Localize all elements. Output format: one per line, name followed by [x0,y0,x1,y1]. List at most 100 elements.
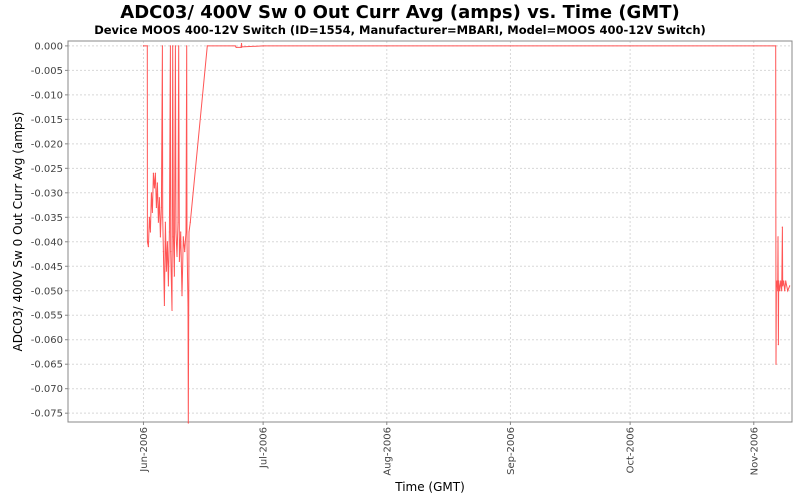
data-point [235,46,237,48]
data-point [142,45,145,47]
data-point [785,280,787,282]
data-point [173,275,175,277]
data-point [164,221,166,223]
data-point [180,231,182,233]
y-tick-label: -0.050 [31,286,63,297]
data-point [778,280,780,282]
data-point [789,285,791,287]
data-point [175,231,177,233]
data-point [169,45,171,47]
y-tick-label: -0.060 [31,335,63,346]
data-point [168,231,170,233]
data-point [157,221,160,223]
data-point [178,260,180,262]
chart-subtitle: Device MOOS 400-12V Switch (ID=1554, Man… [94,23,706,37]
data-point [182,236,184,238]
data-point [775,285,777,287]
data-point [176,255,178,258]
data-point [147,246,150,248]
y-tick-label: -0.030 [31,188,63,199]
data-point [206,45,208,47]
data-point [787,290,789,292]
y-tick-label: -0.020 [31,139,63,150]
data-point [777,236,779,238]
data-point [177,221,179,223]
y-tick-label: -0.055 [31,311,63,322]
data-point [234,45,236,47]
data-point [783,280,785,282]
y-tick-label: -0.075 [31,409,63,420]
y-tick-label: -0.040 [31,237,63,248]
data-point [784,290,786,292]
data-point [240,42,243,45]
data-point [162,250,165,253]
y-tick-label: -0.015 [31,115,63,126]
data-point [150,192,153,194]
y-tick-label: 0.000 [34,41,63,52]
data-point [186,241,188,243]
x-axis-label: Time (GMT) [394,480,465,494]
data-point [782,285,784,287]
data-point [189,221,191,223]
data-point [161,45,164,47]
chart-title: ADC03/ 400V Sw 0 Out Curr Avg (amps) vs.… [120,2,680,23]
data-point [187,422,189,424]
data-point [188,231,190,233]
data-point [779,290,781,292]
data-point [167,285,169,287]
x-tick-label: Sep-2006 [506,427,517,475]
data-point [170,250,172,253]
data-point [781,226,783,228]
y-tick-label: -0.010 [31,90,63,101]
data-point [241,46,243,48]
x-tick-label: Aug-2006 [382,427,393,476]
data-point [186,45,188,47]
plot-border [67,40,793,423]
data-point [187,304,189,307]
data-point [178,45,180,47]
data-point [152,172,155,174]
data-point [776,280,778,282]
data-point [158,197,161,199]
series-line-0 [143,43,791,424]
data-point [185,231,187,233]
y-tick-label: -0.070 [31,384,63,395]
data-point [171,309,173,311]
y-axis-label: ADC03/ 400V Sw 0 Out Curr Avg (amps) [11,112,25,352]
data-point [153,187,156,189]
data-point [165,270,167,272]
y-tick-label: -0.005 [31,66,63,77]
data-point [163,304,166,307]
data-point [775,363,777,365]
data-point [156,182,159,184]
data-point [155,206,158,209]
data-point [166,241,168,243]
data-point [172,236,174,238]
data-point [777,344,779,346]
data-point [181,295,183,297]
data-point [780,280,782,282]
data-point [781,290,783,292]
data-point [174,45,176,47]
data-point [160,206,163,209]
x-tick-label: Nov-2006 [749,427,760,475]
x-tick-label: Jun-2006 [139,427,150,473]
data-point [262,45,264,47]
data-point [184,250,186,253]
data-point [159,236,162,238]
x-tick-label: Jul-2006 [259,427,270,469]
data-point [146,241,149,243]
y-tick-label: -0.045 [31,262,63,273]
x-tick-label: Oct-2006 [626,427,637,473]
data-point [151,211,154,214]
data-point [162,216,164,218]
y-tick-label: -0.065 [31,360,63,371]
data-point [148,216,151,218]
y-tick-label: -0.025 [31,164,63,175]
data-point [146,45,148,47]
data-point [154,172,157,174]
y-tick-label: -0.035 [31,213,63,224]
data-point [149,231,152,233]
plot-background [68,41,792,422]
